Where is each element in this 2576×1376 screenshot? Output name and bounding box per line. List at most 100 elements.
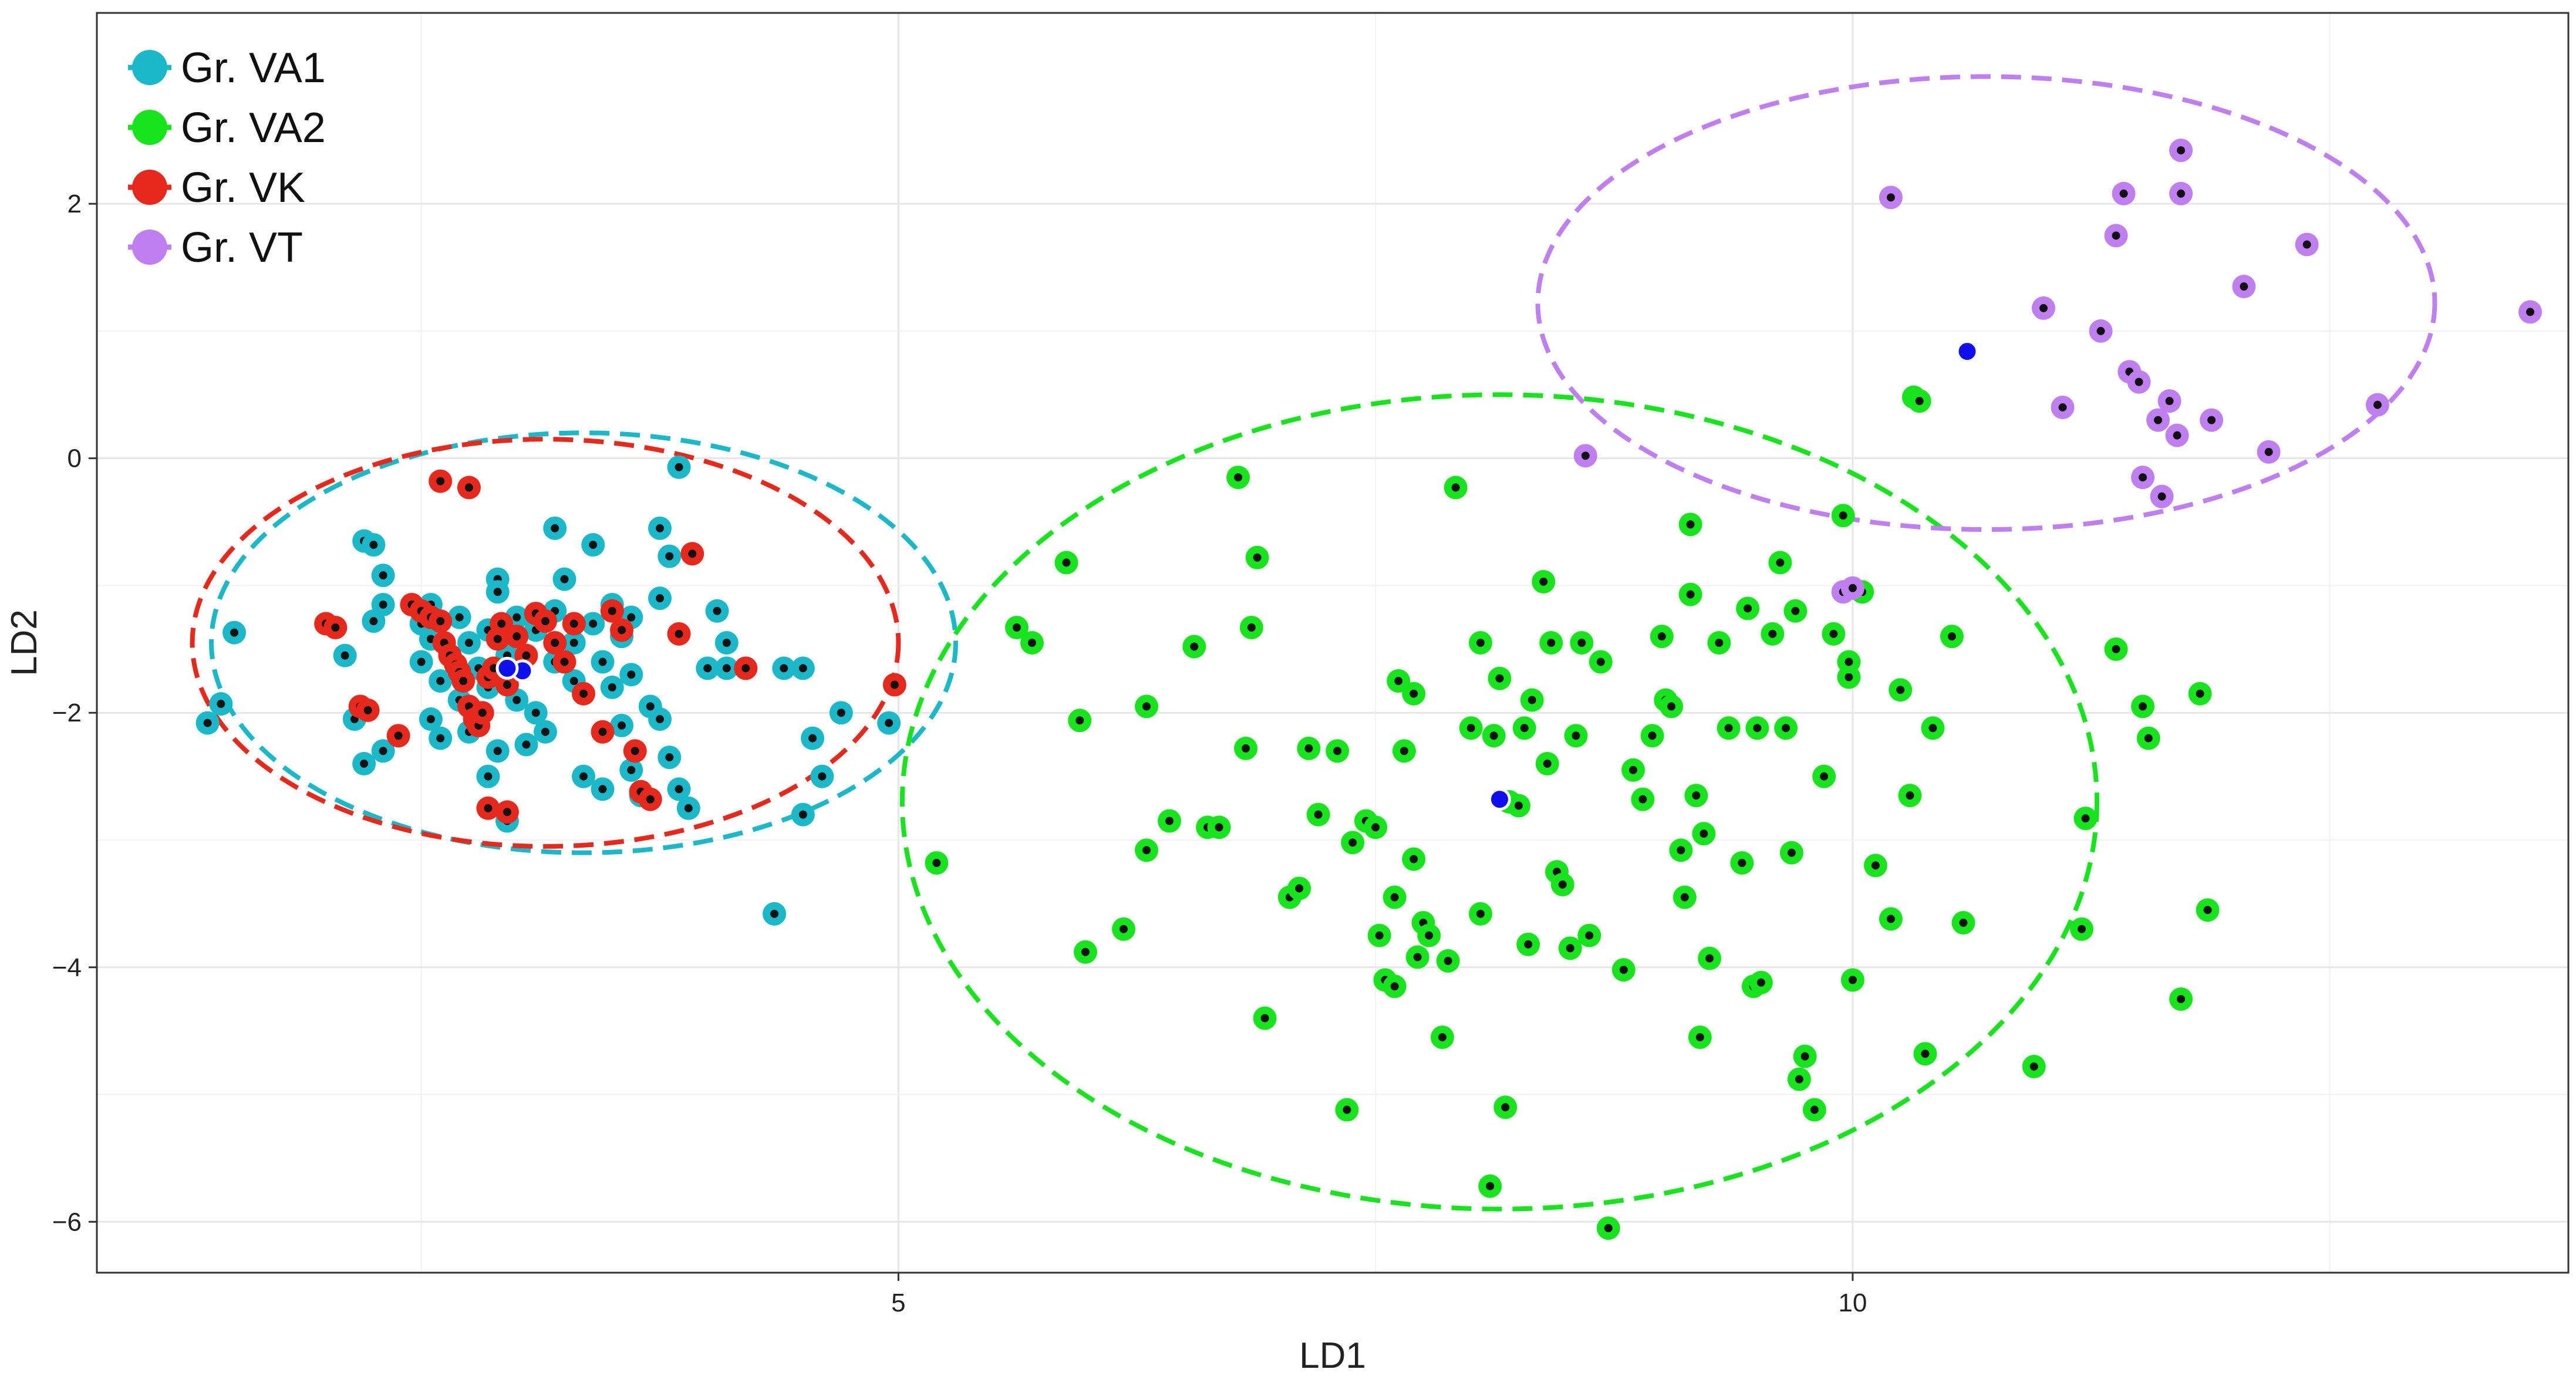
ellipse-gr-va2 (899, 392, 2100, 1212)
data-point-center (560, 657, 569, 666)
data-point (356, 698, 380, 722)
data-point (1822, 622, 1846, 646)
data-point-center (1871, 861, 1880, 870)
data-point (533, 720, 557, 744)
data-point (1717, 716, 1741, 740)
data-point (2188, 682, 2212, 706)
data-point-center (1253, 553, 1262, 562)
data-point-center (2112, 231, 2120, 240)
data-point (1573, 444, 1597, 468)
data-point-center (1791, 606, 1800, 615)
data-point-center (436, 617, 445, 626)
data-point-center (1886, 915, 1895, 923)
legend-label: Gr. VA2 (181, 104, 326, 151)
data-point (1793, 1044, 1817, 1068)
data-point-center (1062, 558, 1071, 567)
data-point (1234, 736, 1258, 760)
data-point (1516, 932, 1540, 956)
data-point (1802, 1098, 1826, 1122)
data-point-center (1839, 511, 1847, 520)
data-point-center (1348, 838, 1357, 847)
data-point (1482, 724, 1506, 748)
data-point (610, 713, 634, 737)
data-point-center (1577, 639, 1586, 647)
data-point-center (2173, 431, 2181, 440)
data-point (1669, 838, 1693, 862)
ellipse-gr-vt (1535, 74, 2437, 532)
legend-label: Gr. VK (181, 164, 305, 211)
data-point (882, 673, 906, 697)
data-point-center (1333, 747, 1342, 756)
data-point-center (885, 719, 893, 727)
data-point (429, 469, 453, 493)
x-tick-label: 5 (891, 1289, 905, 1317)
data-point (451, 669, 476, 693)
data-point-center (2526, 308, 2534, 316)
data-point (485, 580, 510, 604)
data-point (1239, 615, 1263, 639)
data-point (667, 455, 691, 479)
data-point (2136, 726, 2160, 750)
data-point-center (464, 639, 473, 647)
data-point (1226, 466, 1250, 490)
data-point (1698, 946, 1722, 970)
data-point-center (379, 600, 387, 609)
data-point-center (589, 619, 598, 628)
data-point (2031, 296, 2055, 320)
data-point-center (2157, 492, 2166, 501)
data-point-center (569, 677, 578, 686)
data-point (1688, 1025, 1712, 1049)
data-point-center (2078, 925, 2086, 933)
group-centroid (495, 656, 519, 680)
group-centroids (495, 340, 1979, 811)
data-point-center (1451, 483, 1460, 492)
legend-key-marker (132, 230, 167, 265)
data-point-center (2144, 734, 2153, 743)
data-point (485, 739, 510, 763)
data-point (2104, 637, 2128, 661)
data-point (476, 764, 500, 788)
data-point (705, 599, 729, 623)
data-point-center (551, 524, 559, 532)
data-point-center (512, 696, 521, 704)
data-point-center (1738, 859, 1746, 868)
data-point-center (780, 664, 788, 673)
data-point (696, 656, 720, 680)
data-point (2104, 224, 2128, 248)
data-point-center (1848, 976, 1857, 984)
data-point-center (2135, 377, 2143, 386)
data-point-center (1165, 817, 1174, 825)
data-point-center (459, 677, 468, 686)
data-point-center (560, 575, 569, 584)
data-point-center (464, 483, 473, 492)
data-point-center (1027, 639, 1036, 647)
data-point (1326, 739, 1350, 763)
data-point (1879, 907, 1903, 931)
data-point-center (1695, 1033, 1704, 1041)
data-point (581, 533, 605, 557)
data-point-center (2081, 814, 2090, 823)
data-point-center (1886, 193, 1895, 202)
data-point-center (503, 680, 511, 689)
data-point-center (646, 795, 655, 804)
data-point (1417, 923, 1441, 947)
legend-label: Gr. VA1 (181, 45, 326, 92)
data-point (2131, 466, 2155, 490)
data-point-center (2154, 416, 2163, 424)
data-point-center (340, 651, 349, 660)
data-point (1898, 784, 1922, 808)
data-point-center (2177, 189, 2186, 198)
data-point (619, 758, 643, 782)
data-point-center (1413, 953, 1422, 962)
data-point (877, 711, 901, 735)
data-point-center (684, 804, 693, 812)
data-point-center (1810, 1105, 1819, 1114)
data-point-center (1947, 632, 1956, 641)
group-centroid (1955, 340, 1979, 363)
data-point-center (1394, 677, 1403, 686)
data-point (610, 618, 634, 642)
data-point (801, 726, 825, 750)
data-point-center (1304, 744, 1313, 753)
data-point (2257, 440, 2281, 464)
